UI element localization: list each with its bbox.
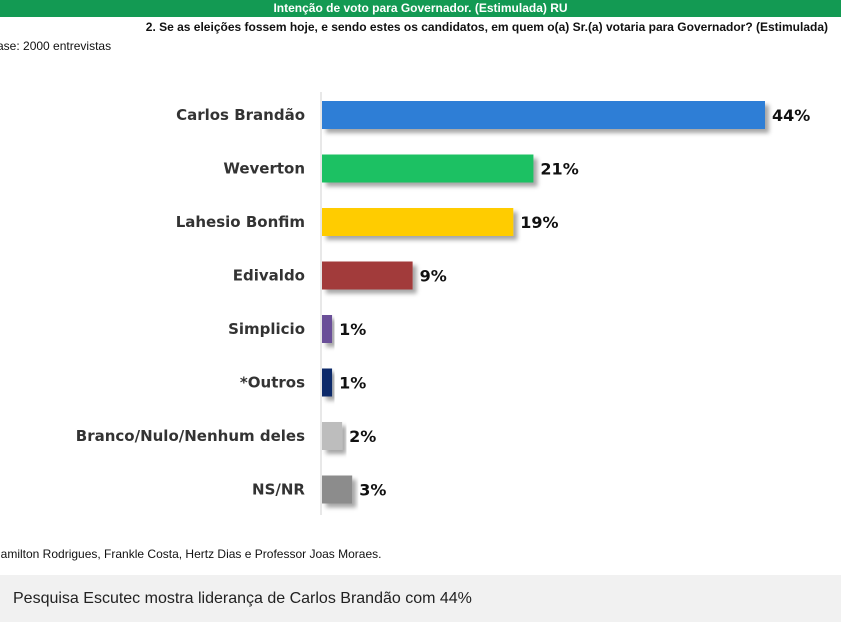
value-label: 21% <box>540 160 578 179</box>
bar <box>322 315 333 343</box>
chart-footnote-text: Hamilton Rodrigues, Frankle Costa, Hertz… <box>0 547 382 561</box>
value-label: 3% <box>359 481 386 500</box>
candidate-bar-chart: Carlos Brandão 44% Weverton 21% Lahesio Bonf… <box>76 92 810 515</box>
category-label: Weverton <box>223 160 305 178</box>
category-label: *Outros <box>240 374 305 392</box>
category-label: Branco/Nulo/Nenhum deles <box>76 427 305 445</box>
bar <box>322 101 765 129</box>
value-label: 1% <box>339 374 366 393</box>
bar <box>322 154 534 183</box>
category-label: NS/NR <box>252 481 305 499</box>
chart-header-bar: Intenção de voto para Governador. (Estim… <box>0 0 841 17</box>
bar <box>322 368 333 397</box>
value-label: 44% <box>772 106 810 125</box>
bar <box>322 422 343 450</box>
chart-header-title: Intenção de voto para Governador. (Estim… <box>273 1 568 15</box>
bar <box>322 261 413 290</box>
category-label: Edivaldo <box>233 267 305 285</box>
survey-question: 2. Se as eleições fossem hoje, e sendo e… <box>145 20 828 34</box>
bar <box>322 475 353 504</box>
sample-base-text: Base: 2000 entrevistas <box>0 39 300 53</box>
image-caption-text: Pesquisa Escutec mostra liderança de Car… <box>13 590 472 607</box>
category-label: Simplicio <box>228 320 305 338</box>
value-label: 9% <box>420 267 447 286</box>
image-caption: Pesquisa Escutec mostra liderança de Car… <box>0 575 841 622</box>
bar <box>322 208 514 236</box>
chart-footnote: Hamilton Rodrigues, Frankle Costa, Hertz… <box>0 547 500 561</box>
value-label: 2% <box>349 427 376 446</box>
chart-bars: Carlos Brandão 44% Weverton 21% Lahesio Bonf… <box>76 101 810 504</box>
sample-base-label: Base: 2000 entrevistas <box>0 39 112 53</box>
category-label: Lahesio Bonfim <box>176 213 305 231</box>
value-label: 19% <box>520 213 558 232</box>
value-label: 1% <box>339 320 366 339</box>
category-label: Carlos Brandão <box>176 106 305 124</box>
